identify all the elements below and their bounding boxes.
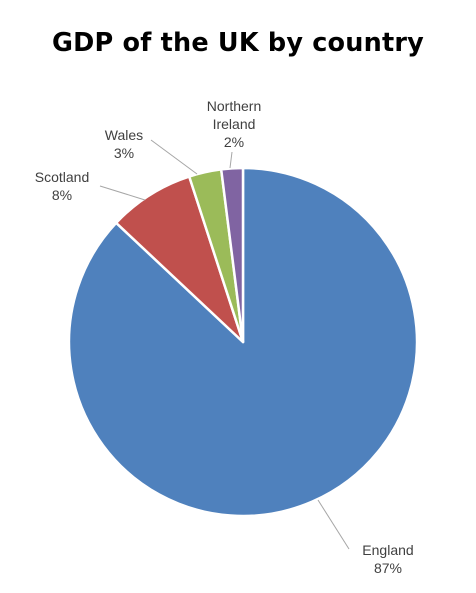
value-label-scotland: 8% bbox=[52, 187, 72, 203]
leader-line-scotland bbox=[99, 185, 146, 201]
pie-slice-northern-ireland bbox=[219, 166, 245, 344]
leader-line-northern-ireland bbox=[229, 151, 233, 169]
category-label-wales: Wales bbox=[105, 127, 143, 143]
leader-line-england bbox=[317, 499, 350, 550]
category-label-northern-ireland: Ireland bbox=[213, 116, 256, 132]
value-label-northern-ireland: 2% bbox=[224, 134, 244, 150]
pie-slices bbox=[67, 166, 419, 518]
pie-labels: England 87% Scotland 8% Wales 3% Northern Irela… bbox=[35, 98, 414, 576]
value-label-england: 87% bbox=[374, 560, 402, 576]
category-label-northern-ireland: Northern bbox=[207, 98, 261, 114]
leader-line-wales bbox=[150, 139, 198, 175]
value-label-wales: 3% bbox=[114, 145, 134, 161]
chart-title: GDP of the UK by country bbox=[52, 28, 424, 58]
category-label-scotland: Scotland bbox=[35, 169, 89, 185]
category-label-england: England bbox=[362, 542, 413, 558]
